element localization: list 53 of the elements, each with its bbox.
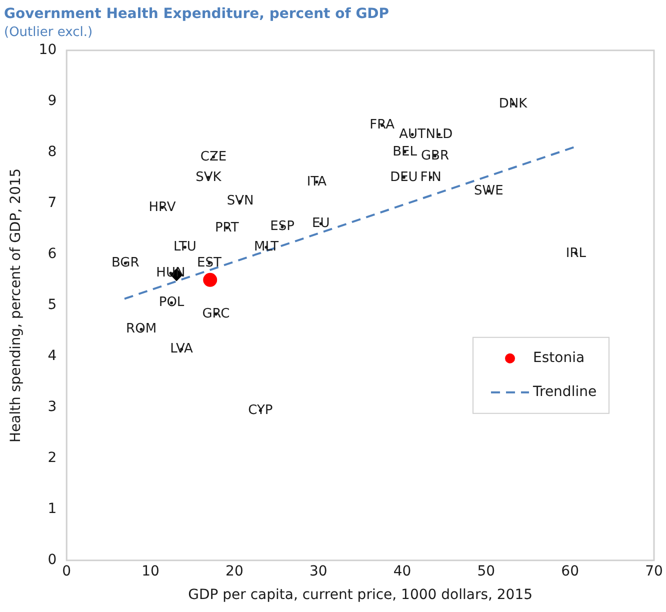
data-label: SVN	[226, 194, 254, 209]
data-label: SWE	[474, 184, 504, 199]
legend-label: Trendline	[532, 384, 597, 400]
x-tick-label: 50	[477, 563, 496, 580]
data-label: AUT	[399, 126, 426, 142]
data-label: NLD	[426, 126, 453, 142]
chart-subtitle: (Outlier excl.)	[4, 24, 93, 40]
data-label: PRT	[214, 220, 239, 236]
x-tick-label: 30	[309, 563, 328, 580]
x-tick-label: 20	[226, 563, 244, 580]
y-tick-label: 1	[48, 501, 57, 518]
data-label: GRC	[202, 306, 230, 322]
data-label: ITA	[306, 174, 327, 190]
data-label: ESP	[270, 219, 295, 234]
data-label: GBR	[420, 148, 450, 164]
x-tick-label: 40	[393, 563, 412, 580]
y-tick-label: 7	[48, 195, 57, 212]
data-label: CZE	[200, 149, 227, 164]
data-label: FIN	[420, 170, 442, 185]
y-axis-title: Health spending, percent of GDP, 2015	[8, 168, 24, 442]
data-label: BGR	[111, 255, 140, 270]
data-label: IRL	[566, 246, 587, 261]
y-tick-label: 10	[38, 42, 57, 58]
y-tick-label: 4	[48, 348, 57, 364]
data-label: FRA	[370, 118, 395, 133]
chart-title: Government Health Expenditure, percent of GDP	[4, 6, 390, 22]
data-label: DEU	[390, 170, 418, 185]
data-label: POL	[158, 295, 185, 310]
y-tick-label: 5	[48, 297, 57, 314]
point	[203, 272, 218, 287]
data-label: DNK	[498, 96, 528, 112]
data-label: LVA	[170, 342, 194, 357]
x-axis-title: GDP per capita, current price, 1000 dollars, 2015	[188, 587, 533, 604]
data-label: EST	[197, 255, 222, 270]
y-tick-label: 8	[48, 144, 57, 160]
data-label: LTU	[173, 240, 196, 255]
y-tick-label: 2	[48, 450, 57, 466]
data-label: BEL	[392, 144, 418, 160]
x-tick-label: 60	[561, 563, 579, 580]
data-label: EU	[312, 216, 330, 232]
data-label: CYP	[248, 402, 273, 418]
data-label: MLT	[254, 240, 279, 255]
x-tick-label: 0	[62, 563, 72, 580]
data-label: ROM	[126, 322, 157, 337]
data-label: SVK	[196, 170, 222, 185]
y-tick-label: 6	[48, 246, 57, 262]
x-tick-label: 70	[645, 563, 663, 580]
y-tick-label: 0	[48, 552, 57, 568]
y-tick-label: 9	[48, 93, 57, 110]
x-tick-label: 10	[142, 563, 160, 580]
legend-label: Estonia	[533, 350, 585, 366]
data-label: HRV	[148, 200, 176, 215]
y-tick-label: 3	[48, 399, 57, 416]
